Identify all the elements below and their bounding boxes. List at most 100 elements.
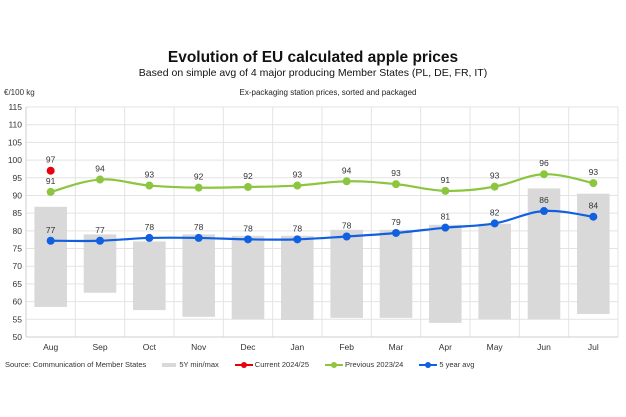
data-label: 92 bbox=[243, 171, 253, 181]
range-bar bbox=[34, 206, 67, 307]
data-label: 78 bbox=[194, 222, 204, 232]
data-point bbox=[145, 181, 154, 190]
data-point bbox=[441, 223, 450, 232]
data-point bbox=[96, 236, 104, 245]
y-tick-label: 115 bbox=[8, 102, 22, 112]
data-label: 93 bbox=[490, 171, 500, 181]
x-tick-label: Jun bbox=[537, 342, 551, 352]
legend-label-current: Current 2024/25 bbox=[254, 360, 309, 369]
data-label: 82 bbox=[490, 207, 500, 217]
data-point bbox=[342, 232, 351, 241]
data-label: 78 bbox=[293, 223, 303, 233]
range-bar bbox=[429, 224, 462, 323]
x-tick-label: Jan bbox=[290, 342, 304, 352]
data-point bbox=[293, 235, 302, 244]
y-tick-label: 80 bbox=[13, 226, 23, 236]
data-label: 93 bbox=[589, 167, 599, 177]
series-line bbox=[50, 209, 594, 243]
data-point bbox=[490, 182, 499, 191]
data-point bbox=[441, 186, 450, 195]
data-point bbox=[342, 177, 351, 186]
y-tick-label: 65 bbox=[13, 279, 23, 289]
range-bar bbox=[231, 235, 265, 320]
x-tick-label: Sep bbox=[92, 342, 107, 352]
x-tick-label: Aug bbox=[43, 342, 58, 352]
data-point bbox=[244, 235, 252, 244]
legend: Source: Communication of Member States 5… bbox=[5, 360, 490, 369]
series-lines bbox=[46, 166, 598, 245]
axes: 50 55 60 65 70 75 80 85 90 95 100 105 110 115 Aug Sep Oc… bbox=[8, 102, 618, 352]
data-point bbox=[244, 182, 252, 191]
range-bar bbox=[330, 229, 363, 318]
range-bar bbox=[133, 241, 166, 311]
data-label: 84 bbox=[589, 201, 599, 211]
range-bar bbox=[577, 193, 610, 314]
range-bar bbox=[281, 235, 314, 321]
y-axis-label: €/100 kg bbox=[4, 88, 35, 97]
data-point bbox=[589, 179, 598, 188]
data-label: 91 bbox=[46, 176, 56, 186]
data-point bbox=[540, 207, 548, 216]
legend-swatch-previous bbox=[324, 361, 343, 368]
data-point bbox=[145, 233, 154, 242]
data-label: 77 bbox=[46, 225, 56, 235]
series-line bbox=[50, 173, 594, 193]
data-label: 93 bbox=[391, 168, 401, 178]
legend-label-5yavg: 5 year avg bbox=[439, 360, 475, 369]
y-tick-label: 90 bbox=[13, 190, 23, 200]
data-label: 77 bbox=[95, 225, 105, 235]
data-point bbox=[194, 233, 203, 242]
source-note: Source: Communication of Member States bbox=[5, 360, 147, 369]
data-point bbox=[194, 183, 203, 192]
y-tick-label: 105 bbox=[8, 137, 22, 147]
data-label: 94 bbox=[95, 164, 105, 174]
legend-item-previous: Previous 2023/24 bbox=[324, 360, 404, 369]
y-tick-label: 55 bbox=[13, 314, 23, 324]
x-tick-label: Apr bbox=[439, 342, 452, 352]
data-point bbox=[46, 166, 55, 175]
chart-title: Evolution of EU calculated apple prices bbox=[167, 49, 459, 66]
y-tick-label: 60 bbox=[13, 297, 23, 307]
data-point bbox=[46, 187, 55, 196]
x-tick-label: Jul bbox=[588, 342, 599, 352]
legend-swatch-current bbox=[234, 361, 253, 368]
data-label: 78 bbox=[243, 223, 253, 233]
x-tick-label: Nov bbox=[191, 342, 207, 352]
y-tick-label: 85 bbox=[13, 208, 23, 218]
data-labels: 97 91 94 93 92 92 93 94 93 91 93 96 93 77 77 78 78 78 78 78… bbox=[46, 155, 598, 235]
legend-label-previous: Previous 2023/24 bbox=[344, 360, 404, 369]
y-tick-label: 95 bbox=[13, 173, 23, 183]
chart-annotation: Ex-packaging station prices, sorted and … bbox=[239, 88, 417, 97]
data-label: 92 bbox=[194, 172, 204, 182]
data-label: 93 bbox=[145, 170, 155, 180]
data-point bbox=[589, 212, 598, 221]
y-tick-label: 110 bbox=[8, 120, 22, 130]
data-label: 78 bbox=[145, 222, 155, 232]
data-label: 91 bbox=[441, 175, 451, 185]
data-point bbox=[46, 236, 55, 245]
data-label: 86 bbox=[539, 195, 549, 205]
data-label: 93 bbox=[293, 170, 303, 180]
legend-swatch-range bbox=[162, 362, 177, 367]
legend-label-range: 5Y min/max bbox=[179, 360, 219, 369]
data-point bbox=[293, 181, 302, 190]
data-point bbox=[540, 170, 548, 179]
range-bar bbox=[379, 229, 413, 318]
data-point bbox=[490, 219, 499, 228]
data-point bbox=[96, 175, 104, 184]
data-label: 79 bbox=[391, 217, 401, 227]
y-tick-label: 50 bbox=[13, 332, 23, 342]
x-tick-label: Mar bbox=[389, 342, 404, 352]
y-tick-label: 75 bbox=[13, 244, 23, 254]
x-tick-label: Feb bbox=[339, 342, 354, 352]
data-label: 97 bbox=[46, 155, 56, 165]
data-label: 94 bbox=[342, 165, 352, 175]
legend-item-5yavg: 5 year avg bbox=[419, 360, 474, 369]
y-tick-label: 100 bbox=[8, 155, 22, 165]
y-tick-label: 70 bbox=[13, 261, 23, 271]
data-label: 78 bbox=[342, 221, 352, 231]
data-point bbox=[392, 180, 400, 189]
legend-item-current: Current 2024/25 bbox=[234, 360, 309, 369]
x-tick-label: Dec bbox=[240, 342, 256, 352]
